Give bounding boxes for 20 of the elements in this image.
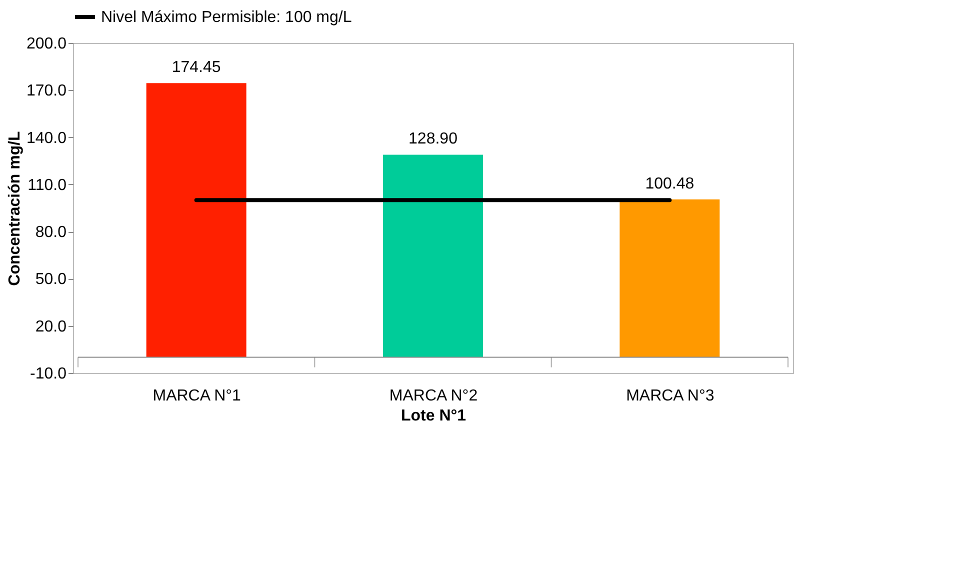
y-tick-label: -10.0	[30, 366, 67, 382]
y-tick-label: 20.0	[35, 318, 67, 336]
y-tick-label: 170.0	[26, 82, 67, 100]
y-tick-label: 80.0	[35, 224, 67, 242]
x-tick-label: MARCA N°3	[626, 388, 714, 404]
x-tick-label: MARCA N°2	[389, 388, 478, 404]
y-tick-label: 110.0	[28, 176, 67, 194]
data-label: 174.45	[172, 59, 221, 76]
y-tick-label: 140.0	[26, 130, 67, 147]
legend-label: Nivel Máximo Permisible: 100 mg/L	[101, 9, 352, 26]
data-label: 100.48	[645, 175, 694, 192]
x-tick-label: MARCA N°1	[152, 388, 242, 404]
x-axis-title: Lote N°1	[400, 408, 466, 424]
y-axis-title: Concentración mg/L	[6, 130, 24, 286]
data-label: 128.90	[408, 130, 458, 148]
bar	[620, 199, 720, 358]
y-tick-label: 200.0	[26, 36, 67, 52]
bar	[383, 154, 483, 358]
y-tick-label: 50.0	[35, 271, 67, 288]
bar	[146, 83, 246, 358]
